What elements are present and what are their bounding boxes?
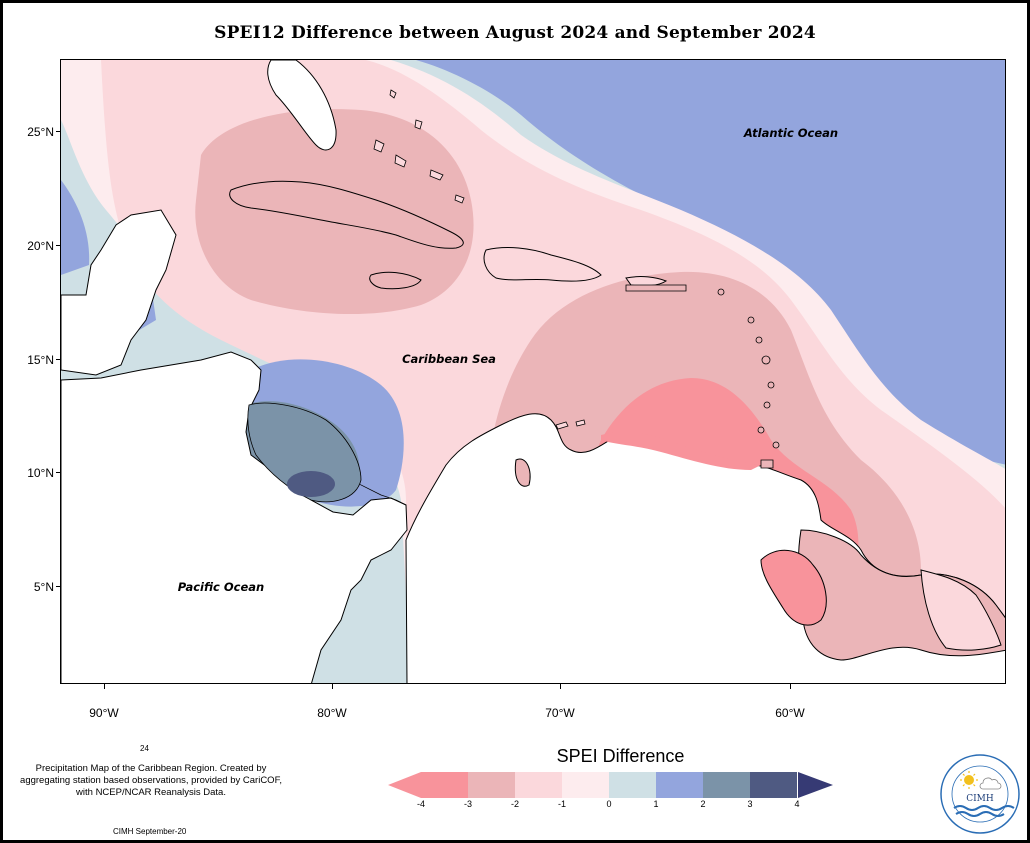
- legend-tick-label: 1: [653, 799, 659, 809]
- legend-tick-label: -2: [510, 799, 519, 809]
- legend-swatch: [750, 772, 797, 798]
- lat-label-20n: 20°N: [27, 239, 54, 253]
- land-mexico: [61, 209, 177, 376]
- cimh-logo: CIMH: [940, 754, 1020, 834]
- land-panama-dark: [287, 471, 335, 497]
- lon-label-90w: 90°W: [89, 706, 119, 720]
- land-jamaica: [369, 271, 422, 290]
- legend-arrow-left: [388, 772, 421, 798]
- lat-tick: [56, 586, 61, 587]
- land-honduras-nicaragua: [247, 402, 362, 503]
- lon-tick: [790, 684, 791, 689]
- label-pacific-ocean: Pacific Ocean: [178, 580, 264, 594]
- lat-tick: [56, 472, 61, 473]
- sun-rays-icon: [960, 771, 978, 789]
- lat-tick: [56, 131, 61, 132]
- lon-tick: [104, 684, 105, 689]
- wave-icon: [953, 805, 1015, 811]
- legend-swatch: [421, 772, 468, 798]
- land-guyana-core: [760, 549, 827, 626]
- land-central-america: [61, 351, 408, 683]
- lon-label-80w: 80°W: [317, 706, 347, 720]
- legend-colorbar: [388, 772, 833, 798]
- land-hispaniola: [483, 247, 602, 282]
- legend-swatch: [656, 772, 703, 798]
- legend-tick-label: -3: [463, 799, 472, 809]
- lon-tick: [560, 684, 561, 689]
- legend-swatch: [515, 772, 562, 798]
- legend-swatch: [703, 772, 750, 798]
- lat-label-15n: 15°N: [27, 353, 54, 367]
- legend-tick-label: 2: [700, 799, 706, 809]
- description-note: Precipitation Map of the Caribbean Regio…: [20, 763, 282, 798]
- lat-label-25n: 25°N: [27, 125, 54, 139]
- legend-title: SPEI Difference: [556, 746, 685, 766]
- map-frame: Atlantic Ocean Caribbean Sea Pacific Oce…: [60, 59, 1006, 684]
- legend-tick-label: -4: [416, 799, 425, 809]
- note-number: 24: [140, 744, 149, 753]
- land-abc-islands: [555, 419, 586, 430]
- land-cuba: [229, 180, 464, 249]
- sun-icon: [964, 775, 974, 785]
- legend-swatch: [468, 772, 515, 798]
- lat-tick: [56, 359, 61, 360]
- map-title: SPEI12 Difference between August 2024 an…: [214, 23, 816, 43]
- map-page: SPEI12 Difference between August 2024 an…: [3, 3, 1027, 840]
- label-atlantic-ocean: Atlantic Ocean: [743, 126, 838, 140]
- land-venezuela-coast: [601, 432, 761, 470]
- land-bahamas: [373, 89, 465, 204]
- land-lesser-antilles: [625, 284, 780, 469]
- lat-label-10n: 10°N: [27, 466, 54, 480]
- legend-tick-label: 0: [606, 799, 612, 809]
- lon-tick: [332, 684, 333, 689]
- footer-credit: CIMH September-20: [113, 827, 187, 836]
- logo-text: CIMH: [966, 794, 994, 804]
- lat-tick: [56, 245, 61, 246]
- legend-swatch: [562, 772, 609, 798]
- lat-label-5n: 5°N: [33, 580, 54, 594]
- land-maracaibo: [514, 458, 531, 487]
- legend-tick-label: 4: [794, 799, 800, 809]
- zone-plus2-gulf: [61, 180, 90, 275]
- legend-tick-label: 3: [747, 799, 753, 809]
- cloud-icon: [979, 777, 1002, 790]
- wave-icon: [955, 811, 1005, 817]
- legend-swatch: [609, 772, 656, 798]
- legend-tick-label: -1: [557, 799, 566, 809]
- lon-label-60w: 60°W: [775, 706, 805, 720]
- legend-arrow-right: [798, 772, 833, 798]
- lon-label-70w: 70°W: [545, 706, 575, 720]
- label-caribbean-sea: Caribbean Sea: [402, 352, 496, 366]
- spei-map: Atlantic Ocean Caribbean Sea Pacific Oce…: [61, 60, 1005, 683]
- land-french-guiana: [920, 569, 1002, 651]
- land-florida: [267, 60, 337, 151]
